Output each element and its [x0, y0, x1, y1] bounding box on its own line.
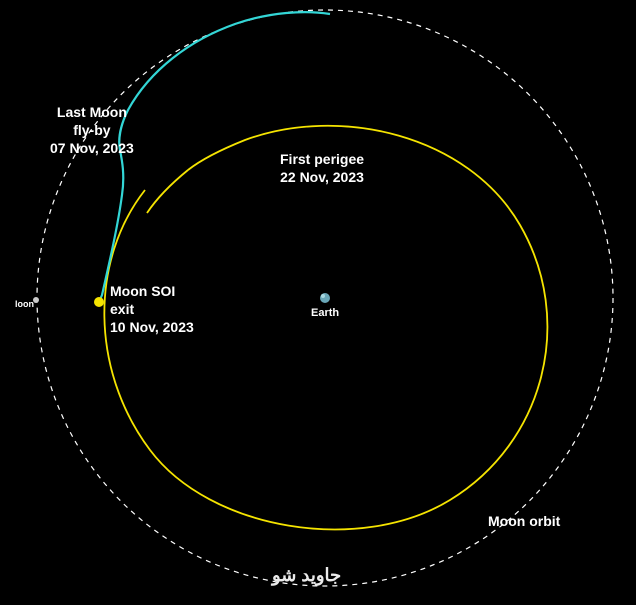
watermark-content: جاوید شو [272, 565, 341, 585]
earth-body [320, 293, 330, 303]
orbital-diagram: Earth loon First perigee 22 Nov, 2023 La… [0, 0, 636, 600]
soi-exit-label: Moon SOI exit 10 Nov, 2023 [110, 282, 194, 337]
moon-orbit-label-text: Moon orbit [488, 513, 560, 529]
last-flyby-label: Last Moon fly-by 07 Nov, 2023 [50, 103, 134, 158]
moon-label-text: loon [15, 299, 34, 309]
earth-label: Earth [311, 306, 339, 320]
moon-orbit-label: Moon orbit [488, 512, 560, 530]
first-perigee-line1: First perigee [280, 150, 364, 168]
soi-exit-line3: 10 Nov, 2023 [110, 318, 194, 336]
last-flyby-line2: fly-by [50, 121, 134, 139]
first-perigee-label: First perigee 22 Nov, 2023 [280, 150, 364, 186]
cyan-merge-path [147, 170, 188, 213]
earth-highlight [321, 294, 325, 298]
watermark-text: جاوید شو [272, 565, 341, 586]
soi-exit-line2: exit [110, 300, 194, 318]
soi-exit-line1: Moon SOI [110, 282, 194, 300]
orbit-svg [0, 0, 636, 600]
moon-label: loon [15, 299, 34, 311]
last-flyby-line1: Last Moon [50, 103, 134, 121]
first-perigee-line2: 22 Nov, 2023 [280, 168, 364, 186]
soi-exit-marker [94, 297, 104, 307]
earth-label-text: Earth [311, 307, 339, 319]
last-flyby-line3: 07 Nov, 2023 [50, 139, 134, 157]
